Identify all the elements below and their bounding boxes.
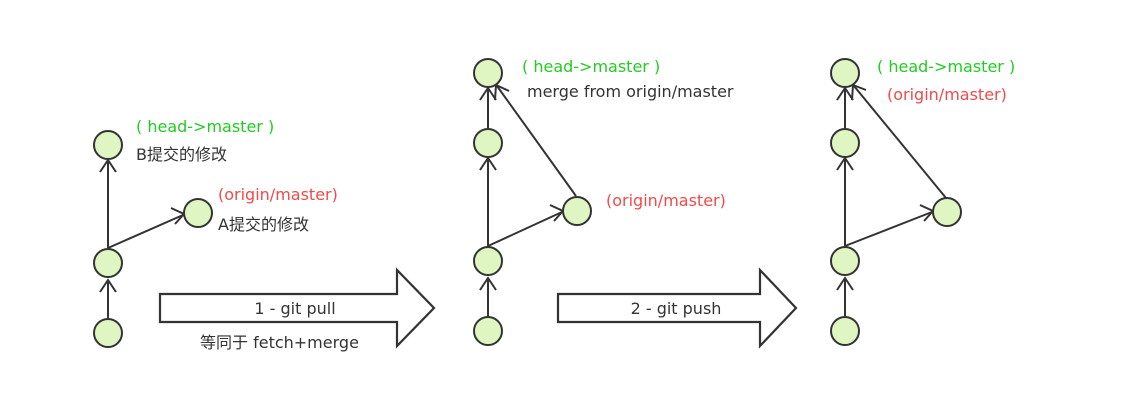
panel-3-graph: [830, 58, 962, 346]
p3-merge-node: [830, 58, 860, 88]
p2-merge-node: [473, 58, 503, 88]
edge-c2-a: [107, 214, 184, 249]
panel-3-origin-label: (origin/master): [887, 85, 1007, 104]
panel-2-merge-label: merge from origin/master: [527, 82, 734, 101]
arrowhead-p3-c2-a: [919, 204, 935, 222]
step-2-label: 2 - git push: [631, 299, 722, 318]
p3-commit-node-b: [830, 128, 860, 158]
arrowhead-p2-c1-c2: [479, 276, 497, 291]
step-1-label: 1 - git pull: [254, 299, 335, 318]
edge-p2-c2-a: [487, 211, 563, 247]
p2-commit-node-1: [473, 316, 503, 346]
p3-commit-node-a: [932, 197, 962, 227]
commit-node-b: [93, 130, 123, 160]
panel-2-head-label: ( head->master ): [522, 57, 660, 76]
commit-node-1: [93, 318, 123, 348]
panel-1-a-commit-label: A提交的修改: [218, 215, 309, 234]
p2-commit-node-a: [562, 196, 592, 226]
p2-commit-node-2: [473, 246, 503, 276]
panel-1-b-commit-label: B提交的修改: [136, 145, 227, 164]
edge-p2-a-merge: [496, 85, 577, 197]
edge-p3-a-merge: [853, 85, 947, 199]
panel-3-head-label: ( head->master ): [877, 57, 1015, 76]
p2-commit-node-b: [473, 128, 503, 158]
commit-node-a: [183, 198, 213, 228]
panel-1-head-label: ( head->master ): [136, 117, 274, 136]
arrowhead-c2-a: [170, 207, 186, 225]
commit-node-2: [93, 248, 123, 278]
step-2-arrow: [556, 267, 798, 349]
arrowhead-c1-c2: [99, 278, 117, 293]
panel-1-origin-label: (origin/master): [218, 185, 338, 204]
panel-2-graph: [473, 58, 592, 346]
edge-p3-c2-a: [844, 211, 933, 247]
panel-1-graph: [93, 130, 213, 348]
step-1-note: 等同于 fetch+merge: [200, 333, 359, 352]
step-1-arrow: [158, 267, 436, 349]
arrowhead-p3-c1-c2: [836, 276, 854, 291]
p3-commit-node-1: [830, 316, 860, 346]
panel-2-origin-label: (origin/master): [606, 191, 726, 210]
arrowhead-p2-c2-a: [549, 204, 565, 222]
p3-commit-node-2: [830, 246, 860, 276]
